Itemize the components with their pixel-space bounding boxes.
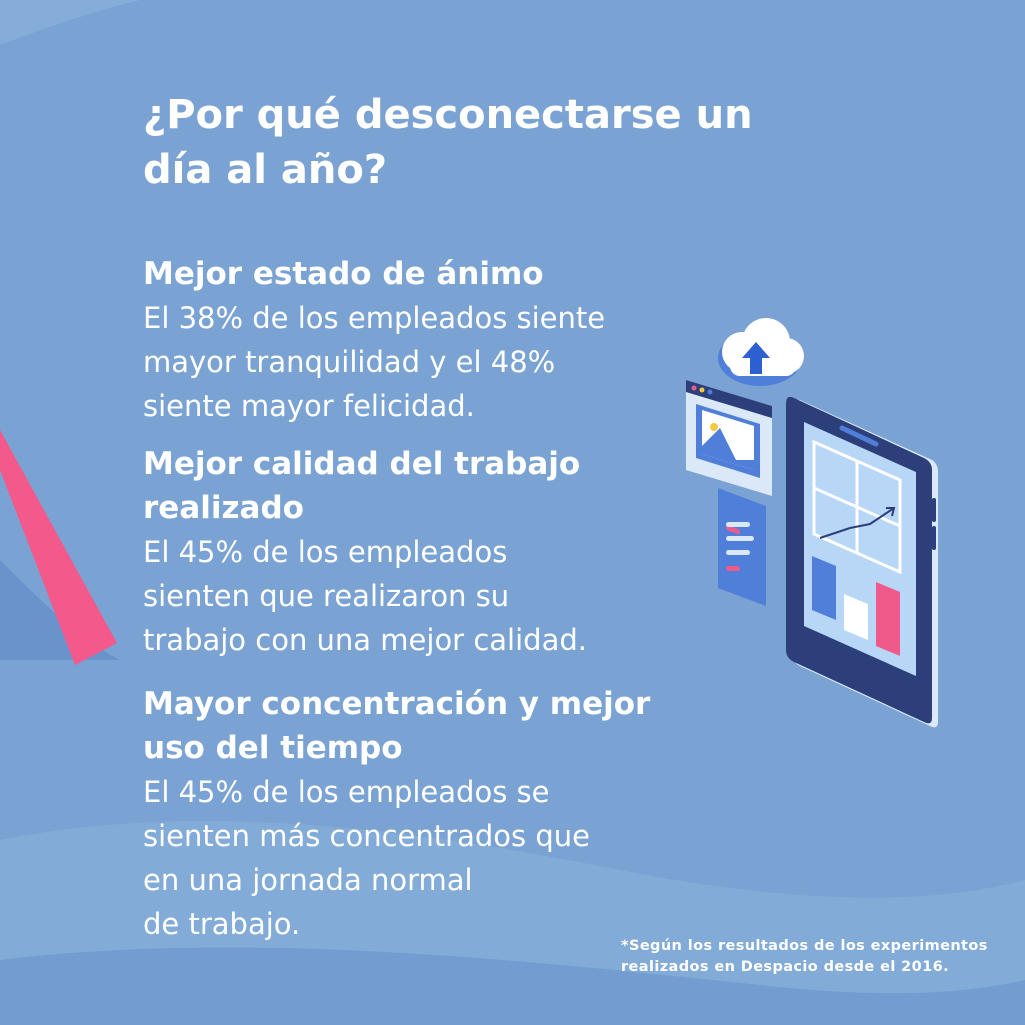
section-body: El 45% de los empleados sienten que real… [143,535,587,657]
section-heading: Mayor concentración y mejor uso del tiem… [143,686,651,766]
cloud-upload-icon [718,318,804,386]
tablet-chart-icon [786,396,938,728]
page-title: ¿Por qué desconectarse un día al año? [143,92,753,193]
list-card-icon [718,488,766,606]
section-body: El 38% de los empleados siente mayor tra… [143,301,606,423]
device-illustration [686,318,938,728]
section-body: El 45% de los empleados se sienten más c… [143,775,590,941]
section-focus: Mayor concentración y mejor uso del tiem… [143,682,663,946]
section-mood: Mejor estado de ánimo El 38% de los empl… [143,252,663,428]
pink-stripe [0,430,117,665]
image-window-icon [686,380,772,496]
section-heading: Mejor calidad del trabajo realizado [143,446,581,526]
section-heading: Mejor estado de ánimo [143,256,544,292]
section-quality: Mejor calidad del trabajo realizado El 4… [143,442,663,662]
footnote: *Según los resultados de los experimento… [621,938,988,975]
